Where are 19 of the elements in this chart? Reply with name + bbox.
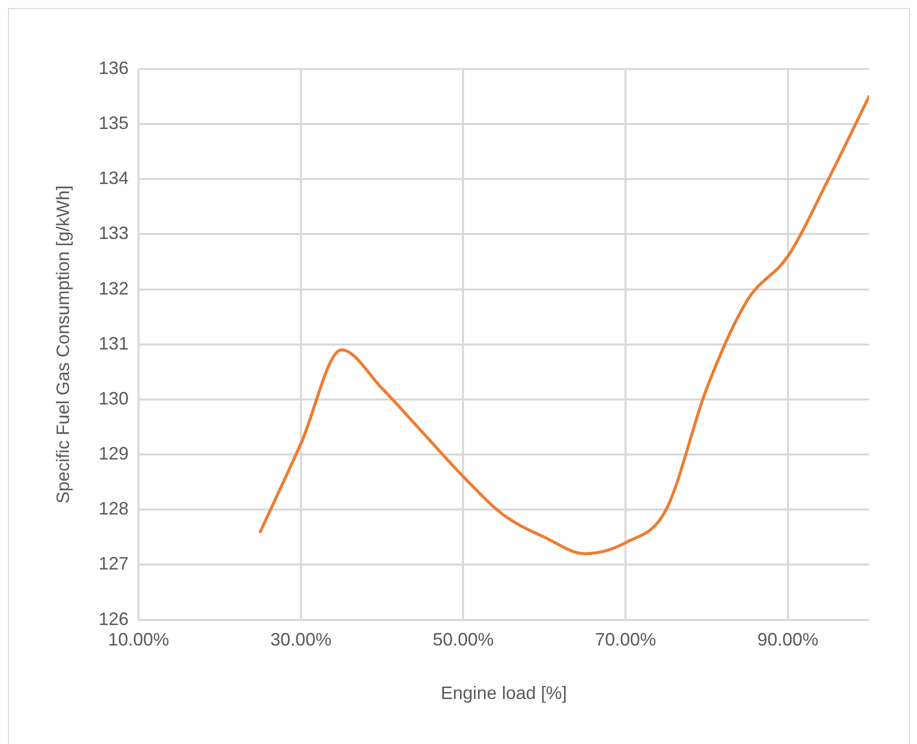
x-axis-title: Engine load [%] — [440, 683, 567, 704]
y-tick-label: 135 — [98, 113, 129, 134]
x-tick-label: 50.00% — [432, 630, 494, 650]
x-tick-label: 70.00% — [595, 630, 656, 650]
x-tick-label: 10.00% — [108, 630, 170, 650]
y-tick-label: 131 — [98, 333, 129, 354]
y-tick-label: 129 — [98, 444, 129, 464]
y-tick-label: 126 — [98, 608, 129, 629]
y-tick-label: 132 — [98, 278, 129, 298]
line-series — [258, 95, 869, 556]
x-tick-label: 30.00% — [270, 630, 332, 650]
x-tick-label: 90.00% — [757, 630, 818, 650]
y-axis-title: Specific Fuel Gas Consumption [g/kWh] — [52, 185, 73, 504]
y-tick-label: 134 — [98, 168, 129, 188]
y-tick-label: 136 — [98, 58, 129, 78]
y-tick-label: 127 — [98, 554, 129, 574]
y-tick-label: 130 — [98, 388, 129, 408]
y-tick-label: 128 — [98, 498, 129, 519]
y-tick-label: 133 — [98, 223, 129, 244]
